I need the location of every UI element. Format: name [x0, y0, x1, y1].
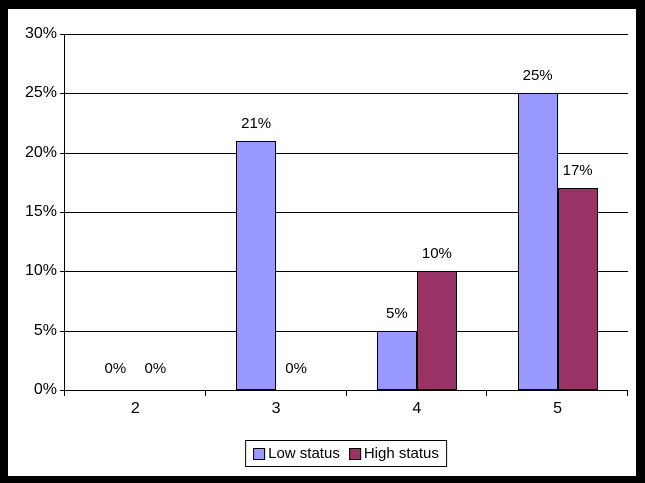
y-axis-label: 15%: [24, 203, 57, 220]
x-axis-label: 2: [130, 400, 140, 417]
data-label-high-status-5: 17%: [562, 162, 593, 180]
legend-item-low-status: Low status: [253, 445, 340, 462]
y-axis-tick: [60, 212, 65, 213]
x-axis-label: 3: [271, 400, 281, 417]
gridline: [65, 212, 628, 213]
x-axis-label: 4: [412, 400, 422, 417]
data-label-high-status-3: 0%: [285, 360, 307, 377]
gridline: [65, 152, 628, 154]
gridline: [65, 330, 628, 332]
x-axis-label: 5: [553, 400, 563, 417]
y-axis-tick: [60, 152, 65, 154]
x-axis-tick: [204, 391, 206, 396]
y-axis-tick: [60, 93, 65, 95]
data-label-high-status-2: 0%: [144, 360, 167, 377]
gridline: [65, 93, 628, 95]
bar-low-status-5: [517, 93, 558, 390]
gridline: [65, 34, 628, 35]
y-axis-label: 20%: [24, 143, 57, 161]
y-axis-label: 5%: [33, 321, 57, 339]
legend-label-low-status: Low status: [268, 445, 340, 462]
y-axis-tick: [60, 390, 65, 391]
bar-high-status-5: [557, 188, 598, 390]
legend-item-high-status: High status: [348, 445, 439, 462]
bar-low-status-3: [236, 140, 277, 390]
data-label-low-status-3: 21%: [241, 114, 272, 132]
x-axis-tick: [64, 391, 65, 396]
bar-high-status-4: [416, 271, 457, 390]
x-axis-tick: [486, 391, 488, 396]
plot-area: 0% 5% 10% 15% 20% 25% 30% 2 3 4 5 0% 21% 5% 25% 0% 0% 10%…: [25, 25, 628, 417]
x-axis-tick: [345, 391, 347, 396]
legend: Low status High status: [245, 440, 447, 467]
legend-swatch-high-status: [348, 447, 361, 460]
gridline: [65, 271, 628, 273]
legend-label-high-status: High status: [363, 445, 439, 462]
legend-swatch-low-status: [253, 447, 266, 460]
y-axis-label: 25%: [24, 84, 57, 102]
bar-low-status-4: [376, 330, 417, 390]
data-label-high-status-4: 10%: [421, 245, 452, 263]
data-label-low-status-5: 25%: [522, 67, 553, 85]
y-axis-tick: [60, 271, 65, 273]
y-axis-label: 0%: [33, 381, 57, 398]
y-axis-label: 30%: [24, 25, 57, 42]
x-axis-tick: [627, 391, 628, 396]
y-axis-label: 10%: [24, 262, 57, 280]
data-label-low-status-2: 0%: [104, 360, 127, 377]
data-label-low-status-4: 5%: [386, 304, 408, 322]
chart-canvas: 0% 5% 10% 15% 20% 25% 30% 2 3 4 5 0% 21% 5% 25% 0% 0% 10%…: [8, 9, 636, 476]
y-axis-tick: [60, 330, 65, 332]
y-axis-tick: [60, 34, 65, 35]
